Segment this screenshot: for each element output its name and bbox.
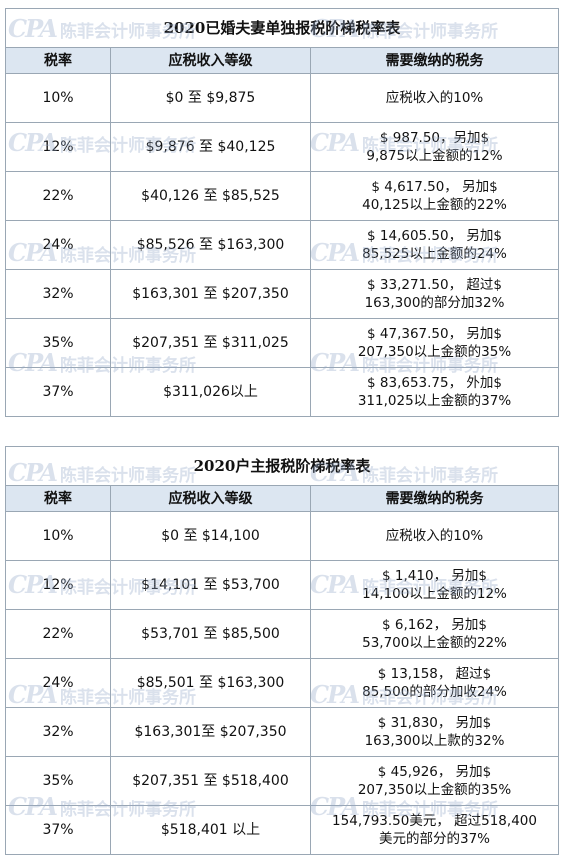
tax-line-1: $ 6,162， 另加$: [382, 617, 487, 633]
table-row: 10% $0 至 $9,875 应税收入的10%: [5, 73, 560, 123]
rate-cell: 10%: [5, 511, 111, 561]
tax-line-2: 163,300的部分加32%: [364, 295, 505, 311]
table-row: 32% $163,301至 $207,350 $ 31,830， 另加$ 163,…: [5, 707, 560, 757]
header-bracket: 应税收入等级: [110, 47, 311, 74]
table-row: 35% $207,351 至 $518,400 $ 45,926， 另加$ 207…: [5, 756, 560, 806]
table-row: 37% $311,026以上 $ 83,653.75， 外加$ 311,025以上…: [5, 367, 560, 417]
tax-line-2: 85,500的部分加收24%: [362, 684, 507, 700]
bracket-cell: $0 至 $9,875: [110, 73, 311, 123]
table-row: 22% $40,126 至 $85,525 $ 4,617.50， 另加$ 40,…: [5, 171, 560, 221]
table-row: 37% $518,401 以上 154,793.50美元， 超过518,400 美…: [5, 805, 560, 855]
bracket-cell: $40,126 至 $85,525: [110, 171, 311, 221]
tax-cell: $ 987.50，另加$ 9,875以上金额的12%: [309, 122, 560, 172]
tax-line-1: 154,793.50美元， 超过518,400: [332, 813, 537, 829]
tax-cell: $ 6,162， 另加$ 53,700以上金额的22%: [309, 609, 560, 659]
table-row: 32% $163,301 至 $207,350 $ 33,271.50， 超过$…: [5, 269, 560, 319]
header-tax: 需要缴纳的税务: [309, 47, 560, 74]
rate-cell: 12%: [5, 560, 111, 610]
rate-cell: 37%: [5, 367, 111, 417]
rate-cell: 22%: [5, 609, 111, 659]
rate-cell: 35%: [5, 756, 111, 806]
tax-line-2: 53,700以上金额的22%: [362, 635, 507, 651]
tax-line-1: 应税收入的10%: [385, 90, 484, 106]
table-row: 12% $9,876 至 $40,125 $ 987.50，另加$ 9,875以上…: [5, 122, 560, 172]
bracket-cell: $9,876 至 $40,125: [110, 122, 311, 172]
rate-cell: 12%: [5, 122, 111, 172]
tax-cell: 应税收入的10%: [309, 73, 560, 123]
rate-cell: 10%: [5, 73, 111, 123]
table-title: 2020户主报税阶梯税率表: [4, 446, 560, 486]
bracket-cell: $518,401 以上: [110, 805, 311, 855]
tax-line-2: 311,025以上金额的37%: [357, 393, 512, 409]
bracket-cell: $14,101 至 $53,700: [110, 560, 311, 610]
tax-cell: $ 14,605.50， 另加$ 85,525以上金额的24%: [309, 220, 560, 270]
tax-line-1: 应税收入的10%: [385, 528, 484, 544]
tax-line-2: 9,875以上金额的12%: [366, 148, 503, 164]
rate-cell: 22%: [5, 171, 111, 221]
tax-table-married-separate: 2020已婚夫妻单独报税阶梯税率表 税率 应税收入等级 需要缴纳的税务 10% …: [4, 8, 560, 417]
tax-cell: $ 4,617.50， 另加$ 40,125以上金额的22%: [309, 171, 560, 221]
tax-cell: $ 83,653.75， 外加$ 311,025以上金额的37%: [309, 367, 560, 417]
rate-cell: 24%: [5, 220, 111, 270]
header-rate: 税率: [5, 47, 111, 74]
table-row: 22% $53,701 至 $85,500 $ 6,162， 另加$ 53,700…: [5, 609, 560, 659]
tax-cell: $ 13,158， 超过$ 85,500的部分加收24%: [309, 658, 560, 708]
bracket-cell: $0 至 $14,100: [110, 511, 311, 561]
tax-cell: $ 1,410， 另加$ 14,100以上金额的12%: [309, 560, 560, 610]
rate-cell: 32%: [5, 269, 111, 319]
bracket-cell: $53,701 至 $85,500: [110, 609, 311, 659]
bracket-cell: $207,351 至 $518,400: [110, 756, 311, 806]
table-row: 24% $85,501 至 $163,300 $ 13,158， 超过$ 85,5…: [5, 658, 560, 708]
tax-line-1: $ 4,617.50， 另加$: [371, 179, 498, 195]
table-row: 35% $207,351 至 $311,025 $ 47,367.50， 另加$…: [5, 318, 560, 368]
bracket-cell: $163,301 至 $207,350: [110, 269, 311, 319]
tax-line-2: 207,350以上金额的35%: [357, 782, 512, 798]
tax-line-1: $ 33,271.50， 超过$: [367, 277, 502, 293]
tax-cell: $ 45,926， 另加$ 207,350以上金额的35%: [309, 756, 560, 806]
bracket-cell: $311,026以上: [110, 367, 311, 417]
rate-cell: 32%: [5, 707, 111, 757]
bracket-cell: $85,526 至 $163,300: [110, 220, 311, 270]
tax-line-1: $ 14,605.50， 另加$: [367, 228, 502, 244]
rate-cell: 24%: [5, 658, 111, 708]
tax-line-1: $ 45,926， 另加$: [377, 764, 492, 780]
tax-cell: $ 31,830， 另加$ 163,300以上款的32%: [309, 707, 560, 757]
tax-line-2: 85,525以上金额的24%: [362, 246, 507, 262]
tax-line-2: 40,125以上金额的22%: [362, 197, 507, 213]
tax-table-head-of-household: 2020户主报税阶梯税率表 税率 应税收入等级 需要缴纳的税务 10% $0 至…: [4, 446, 560, 855]
bracket-cell: $163,301至 $207,350: [110, 707, 311, 757]
tax-cell: 应税收入的10%: [309, 511, 560, 561]
tax-line-1: $ 47,367.50， 另加$: [367, 326, 502, 342]
tax-line-1: $ 83,653.75， 外加$: [367, 375, 502, 391]
tax-line-1: $ 31,830， 另加$: [377, 715, 492, 731]
tax-line-2: 美元的部分的37%: [379, 831, 491, 847]
tax-cell: 154,793.50美元， 超过518,400 美元的部分的37%: [309, 805, 560, 855]
table-row: 12% $14,101 至 $53,700 $ 1,410， 另加$ 14,100…: [5, 560, 560, 610]
bracket-cell: $207,351 至 $311,025: [110, 318, 311, 368]
tax-cell: $ 33,271.50， 超过$ 163,300的部分加32%: [309, 269, 560, 319]
tax-line-2: 14,100以上金额的12%: [362, 586, 507, 602]
tax-line-2: 207,350以上金额的35%: [357, 344, 512, 360]
header-rate: 税率: [5, 485, 111, 512]
rate-cell: 35%: [5, 318, 111, 368]
table-row: 24% $85,526 至 $163,300 $ 14,605.50， 另加$ 8…: [5, 220, 560, 270]
header-bracket: 应税收入等级: [110, 485, 311, 512]
table-row: 10% $0 至 $14,100 应税收入的10%: [5, 511, 560, 561]
tax-line-2: 163,300以上款的32%: [364, 733, 505, 749]
tax-line-1: $ 987.50，另加$: [379, 130, 490, 146]
tax-line-1: $ 1,410， 另加$: [382, 568, 487, 584]
tax-cell: $ 47,367.50， 另加$ 207,350以上金额的35%: [309, 318, 560, 368]
rate-cell: 37%: [5, 805, 111, 855]
tax-line-1: $ 13,158， 超过$: [377, 666, 492, 682]
bracket-cell: $85,501 至 $163,300: [110, 658, 311, 708]
header-tax: 需要缴纳的税务: [309, 485, 560, 512]
table-title: 2020已婚夫妻单独报税阶梯税率表: [4, 8, 560, 48]
